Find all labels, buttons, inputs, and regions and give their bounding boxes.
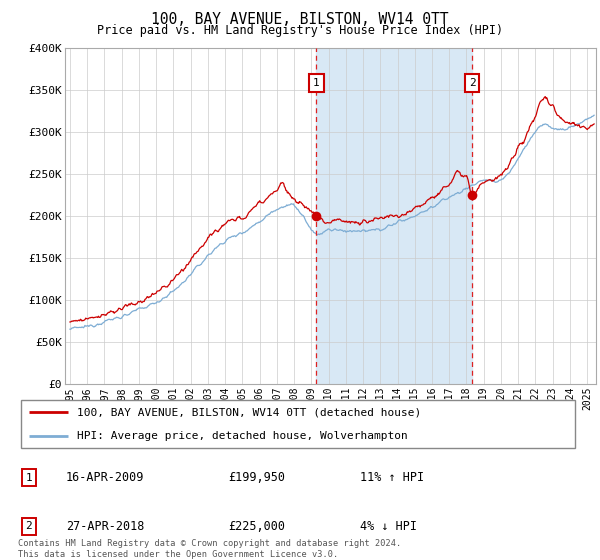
Text: Contains HM Land Registry data © Crown copyright and database right 2024.
This d: Contains HM Land Registry data © Crown c…	[18, 539, 401, 559]
Text: 100, BAY AVENUE, BILSTON, WV14 0TT: 100, BAY AVENUE, BILSTON, WV14 0TT	[151, 12, 449, 27]
Text: 1: 1	[25, 473, 32, 483]
Bar	[316, 48, 472, 384]
Text: HPI: Average price, detached house, Wolverhampton: HPI: Average price, detached house, Wolv…	[77, 431, 407, 441]
Text: £199,950: £199,950	[228, 471, 285, 484]
Text: 16-APR-2009: 16-APR-2009	[66, 471, 145, 484]
Text: 1: 1	[313, 78, 320, 88]
Text: 2: 2	[469, 78, 475, 88]
Text: 100, BAY AVENUE, BILSTON, WV14 0TT (detached house): 100, BAY AVENUE, BILSTON, WV14 0TT (deta…	[77, 407, 421, 417]
Text: 27-APR-2018: 27-APR-2018	[66, 520, 145, 533]
Text: 11% ↑ HPI: 11% ↑ HPI	[360, 471, 424, 484]
Text: 2: 2	[25, 521, 32, 531]
FancyBboxPatch shape	[21, 400, 575, 447]
Text: 4% ↓ HPI: 4% ↓ HPI	[360, 520, 417, 533]
Text: Price paid vs. HM Land Registry's House Price Index (HPI): Price paid vs. HM Land Registry's House …	[97, 24, 503, 36]
Text: £225,000: £225,000	[228, 520, 285, 533]
